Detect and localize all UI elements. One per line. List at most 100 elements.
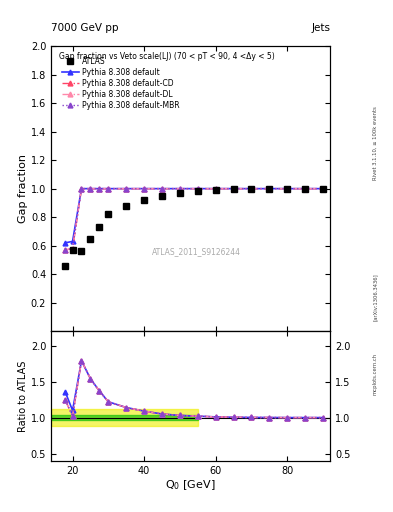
- Pythia 8.308 default-MBR: [70, 245, 75, 251]
- ATLAS: [321, 185, 325, 191]
- Pythia 8.308 default-CD: [213, 185, 218, 191]
- Text: [arXiv:1306.3436]: [arXiv:1306.3436]: [373, 273, 378, 321]
- Y-axis label: Ratio to ATLAS: Ratio to ATLAS: [18, 360, 28, 432]
- Pythia 8.308 default-CD: [79, 185, 84, 191]
- Pythia 8.308 default-CD: [97, 185, 102, 191]
- Pythia 8.308 default-DL: [321, 185, 325, 191]
- ATLAS: [249, 186, 254, 192]
- Pythia 8.308 default: [267, 185, 272, 191]
- Pythia 8.308 default-MBR: [160, 185, 164, 191]
- Pythia 8.308 default-MBR: [195, 185, 200, 191]
- Pythia 8.308 default-CD: [231, 185, 236, 191]
- Pythia 8.308 default-DL: [195, 185, 200, 191]
- Pythia 8.308 default-CD: [70, 245, 75, 251]
- ATLAS: [213, 187, 218, 193]
- ATLAS: [178, 190, 182, 196]
- ATLAS: [160, 193, 164, 199]
- Pythia 8.308 default-DL: [97, 185, 102, 191]
- Text: 7000 GeV pp: 7000 GeV pp: [51, 23, 119, 33]
- Pythia 8.308 default: [231, 185, 236, 191]
- ATLAS: [195, 188, 200, 195]
- Pythia 8.308 default-DL: [249, 185, 254, 191]
- Pythia 8.308 default-MBR: [267, 185, 272, 191]
- Line: Pythia 8.308 default: Pythia 8.308 default: [63, 186, 325, 245]
- Pythia 8.308 default-DL: [88, 185, 93, 191]
- Pythia 8.308 default-MBR: [63, 247, 68, 253]
- Pythia 8.308 default: [285, 185, 290, 191]
- Line: Pythia 8.308 default-MBR: Pythia 8.308 default-MBR: [63, 186, 325, 252]
- Pythia 8.308 default-DL: [213, 185, 218, 191]
- Pythia 8.308 default-MBR: [321, 185, 325, 191]
- ATLAS: [303, 185, 307, 191]
- Pythia 8.308 default-MBR: [79, 185, 84, 191]
- Line: Pythia 8.308 default-CD: Pythia 8.308 default-CD: [63, 186, 325, 252]
- Pythia 8.308 default-CD: [267, 185, 272, 191]
- Pythia 8.308 default-CD: [142, 185, 147, 191]
- Pythia 8.308 default-CD: [321, 185, 325, 191]
- Text: Gap fraction vs Veto scale(LJ) (70 < pT < 90, 4 <Δy < 5): Gap fraction vs Veto scale(LJ) (70 < pT …: [59, 52, 275, 61]
- Pythia 8.308 default: [106, 185, 111, 191]
- Pythia 8.308 default: [195, 185, 200, 191]
- Pythia 8.308 default: [88, 185, 93, 191]
- Pythia 8.308 default-MBR: [124, 185, 129, 191]
- Bar: [51, 415, 198, 420]
- Pythia 8.308 default-DL: [70, 245, 75, 251]
- ATLAS: [106, 211, 111, 218]
- Pythia 8.308 default-DL: [231, 185, 236, 191]
- Pythia 8.308 default-CD: [195, 185, 200, 191]
- Pythia 8.308 default-MBR: [303, 185, 307, 191]
- Pythia 8.308 default-CD: [106, 185, 111, 191]
- Pythia 8.308 default-CD: [63, 247, 68, 253]
- ATLAS: [88, 236, 93, 242]
- Line: ATLAS: ATLAS: [62, 186, 326, 268]
- Pythia 8.308 default-MBR: [88, 185, 93, 191]
- Pythia 8.308 default-CD: [303, 185, 307, 191]
- Line: Pythia 8.308 default-DL: Pythia 8.308 default-DL: [63, 186, 325, 252]
- Pythia 8.308 default-DL: [303, 185, 307, 191]
- Pythia 8.308 default-DL: [124, 185, 129, 191]
- Pythia 8.308 default: [303, 185, 307, 191]
- Pythia 8.308 default-CD: [124, 185, 129, 191]
- Pythia 8.308 default-CD: [178, 185, 182, 191]
- Pythia 8.308 default-CD: [249, 185, 254, 191]
- Pythia 8.308 default-DL: [285, 185, 290, 191]
- Pythia 8.308 default-MBR: [213, 185, 218, 191]
- Pythia 8.308 default: [321, 185, 325, 191]
- Bar: [51, 409, 198, 426]
- Pythia 8.308 default-MBR: [285, 185, 290, 191]
- Text: Jets: Jets: [311, 23, 330, 33]
- Pythia 8.308 default-DL: [160, 185, 164, 191]
- Text: Rivet 3.1.10, ≥ 100k events: Rivet 3.1.10, ≥ 100k events: [373, 106, 378, 180]
- Y-axis label: Gap fraction: Gap fraction: [18, 154, 28, 223]
- Pythia 8.308 default-MBR: [142, 185, 147, 191]
- Pythia 8.308 default-CD: [88, 185, 93, 191]
- Pythia 8.308 default-MBR: [249, 185, 254, 191]
- Pythia 8.308 default-DL: [142, 185, 147, 191]
- Pythia 8.308 default-DL: [178, 185, 182, 191]
- Pythia 8.308 default-DL: [267, 185, 272, 191]
- Pythia 8.308 default: [160, 185, 164, 191]
- ATLAS: [231, 186, 236, 193]
- Pythia 8.308 default-DL: [79, 185, 84, 191]
- Pythia 8.308 default-MBR: [178, 185, 182, 191]
- Pythia 8.308 default: [79, 185, 84, 191]
- Pythia 8.308 default: [63, 240, 68, 246]
- Pythia 8.308 default: [178, 185, 182, 191]
- ATLAS: [142, 197, 147, 203]
- ATLAS: [124, 203, 129, 209]
- Pythia 8.308 default: [213, 185, 218, 191]
- Text: mcplots.cern.ch: mcplots.cern.ch: [373, 353, 378, 395]
- Pythia 8.308 default: [70, 238, 75, 244]
- Pythia 8.308 default-DL: [63, 247, 68, 253]
- Legend: ATLAS, Pythia 8.308 default, Pythia 8.308 default-CD, Pythia 8.308 default-DL, P: ATLAS, Pythia 8.308 default, Pythia 8.30…: [61, 56, 181, 111]
- ATLAS: [267, 186, 272, 192]
- ATLAS: [97, 224, 102, 230]
- ATLAS: [285, 185, 290, 191]
- Pythia 8.308 default: [124, 185, 129, 191]
- ATLAS: [63, 263, 68, 269]
- ATLAS: [79, 248, 84, 254]
- Text: ATLAS_2011_S9126244: ATLAS_2011_S9126244: [152, 247, 241, 256]
- Pythia 8.308 default: [142, 185, 147, 191]
- Pythia 8.308 default: [249, 185, 254, 191]
- X-axis label: Q$_0$ [GeV]: Q$_0$ [GeV]: [165, 478, 216, 492]
